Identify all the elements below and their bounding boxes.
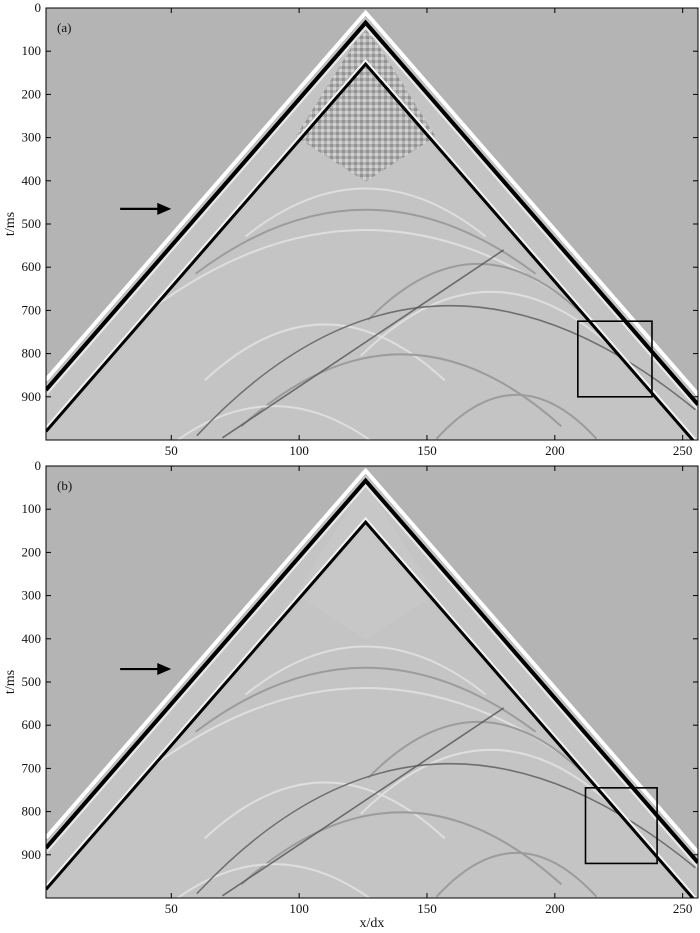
diagonal-event bbox=[221, 707, 505, 897]
x-tick-label: 50 bbox=[165, 443, 178, 458]
diagonal-event bbox=[221, 249, 505, 439]
panel-a-y-axis-label: t/ms bbox=[3, 212, 18, 236]
panel-b-y-axis-label: t/ms bbox=[3, 670, 18, 694]
y-tick-label: 500 bbox=[22, 216, 42, 231]
wavefront-arc bbox=[244, 187, 487, 238]
x-tick-label: 150 bbox=[417, 901, 437, 916]
x-tick-label: 250 bbox=[673, 901, 693, 916]
panel-a-seismic-content bbox=[46, 9, 698, 440]
wavefront-arc bbox=[360, 749, 622, 815]
wavefront-arc bbox=[244, 645, 487, 696]
wavefield-region bbox=[46, 16, 698, 440]
y-tick-label: 200 bbox=[22, 544, 42, 559]
panel-a-annotations bbox=[120, 202, 653, 398]
reflection-black bbox=[46, 519, 695, 898]
panel-a-ticks: 0 100 200 300 400 500 600 700 800 900 50 100 150 200 2… bbox=[22, 0, 698, 458]
y-tick-label: 800 bbox=[22, 804, 42, 819]
x-tick-label: 50 bbox=[165, 901, 178, 916]
x-tick-label: 100 bbox=[289, 443, 309, 458]
x-tick-label: 150 bbox=[417, 443, 437, 458]
panel-b-annotations bbox=[120, 663, 658, 865]
reflection-white bbox=[46, 58, 698, 440]
y-tick-label: 200 bbox=[22, 86, 42, 101]
wavefield-region bbox=[46, 474, 698, 898]
y-tick-label: 600 bbox=[22, 259, 42, 274]
direct-arrival-black bbox=[46, 477, 698, 864]
direct-arrival-trailing bbox=[46, 484, 698, 869]
reflection-black bbox=[46, 61, 695, 440]
panel-b: (b) t/ms x/dx 0 100 200 300 400 500 600 700 800 9… bbox=[3, 458, 699, 931]
highlight-box bbox=[584, 787, 658, 865]
wavefront-arc bbox=[360, 291, 622, 357]
y-tick-label: 500 bbox=[22, 674, 42, 689]
panel-b-label: (b) bbox=[57, 478, 72, 493]
y-tick-label: 0 bbox=[35, 458, 42, 473]
y-tick-label: 100 bbox=[22, 43, 42, 58]
wavefront-arc bbox=[175, 405, 372, 440]
wavefront-arc bbox=[435, 852, 598, 898]
y-tick-label: 0 bbox=[35, 0, 42, 15]
highlight-box bbox=[577, 320, 653, 398]
x-tick-label: 200 bbox=[545, 443, 565, 458]
direct-arrival-white bbox=[46, 9, 698, 396]
direct-arrival-black bbox=[46, 19, 698, 406]
panel-b-ticks: 0 100 200 300 400 500 600 700 800 900 50 100 150 200 2… bbox=[22, 458, 698, 916]
y-tick-label: 700 bbox=[22, 302, 42, 317]
reflection-white bbox=[46, 516, 698, 898]
y-tick-label: 100 bbox=[22, 501, 42, 516]
arrow-head-icon bbox=[157, 663, 172, 676]
y-tick-label: 800 bbox=[22, 346, 42, 361]
panel-a: (a) t/ms 0 100 200 300 400 500 600 700 800 900 50 1… bbox=[3, 0, 699, 458]
y-tick-label: 900 bbox=[22, 389, 42, 404]
x-tick-label: 250 bbox=[673, 443, 693, 458]
direct-arrival-white bbox=[46, 467, 698, 854]
x-tick-label: 100 bbox=[289, 901, 309, 916]
apex-dispersion-zone bbox=[295, 482, 436, 640]
wavefront-arc bbox=[367, 263, 589, 321]
arrow-head-icon bbox=[157, 202, 172, 215]
scattered-wavefronts bbox=[155, 187, 622, 440]
panel-b-x-axis-label: x/dx bbox=[360, 916, 385, 931]
x-tick-label: 200 bbox=[545, 901, 565, 916]
wavefront-arc bbox=[155, 229, 577, 307]
wavefront-arc bbox=[240, 353, 563, 428]
y-tick-label: 400 bbox=[22, 173, 42, 188]
y-tick-label: 900 bbox=[22, 847, 42, 862]
wavefront-arc bbox=[367, 721, 589, 779]
y-tick-label: 300 bbox=[22, 588, 42, 603]
wavefront-arc bbox=[175, 863, 372, 898]
wavefront-arc bbox=[195, 208, 537, 275]
apex-dispersion-zone bbox=[295, 24, 436, 182]
y-tick-label: 400 bbox=[22, 631, 42, 646]
direct-arrival-trailing bbox=[46, 26, 698, 411]
wavefront-arc bbox=[195, 666, 537, 733]
y-tick-label: 700 bbox=[22, 760, 42, 775]
y-tick-label: 600 bbox=[22, 717, 42, 732]
panel-a-label: (a) bbox=[57, 20, 71, 35]
wavefront-arc bbox=[240, 811, 563, 886]
wavefront-arc bbox=[155, 687, 577, 765]
wavefront-arc bbox=[435, 394, 598, 440]
panel-b-seismic-content bbox=[46, 467, 698, 898]
scattered-wavefronts bbox=[155, 645, 622, 898]
y-tick-label: 300 bbox=[22, 130, 42, 145]
